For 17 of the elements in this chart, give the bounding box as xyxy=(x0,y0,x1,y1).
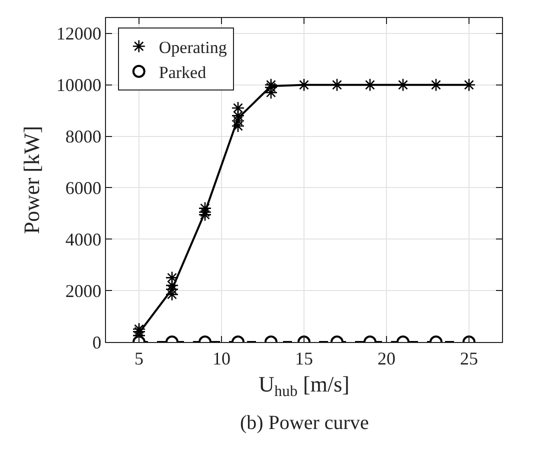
x-tick-label: 25 xyxy=(460,348,478,369)
legend-label: Parked xyxy=(158,63,207,82)
y-tick-label: 10000 xyxy=(56,75,102,96)
x-tick-label: 10 xyxy=(212,348,230,369)
y-tick-label: 12000 xyxy=(56,24,102,44)
y-tick-label: 6000 xyxy=(65,178,102,198)
y-axis-title: Power [kW] xyxy=(19,126,44,234)
x-axis-title: U$_{hub}$ [m/s] xyxy=(258,372,350,400)
y-tick-label: 4000 xyxy=(65,229,102,250)
x-tick-label: 15 xyxy=(295,348,313,369)
legend-label: Operating xyxy=(158,38,228,57)
text: (b) Power curve xyxy=(240,412,369,434)
y-tick-label: 2000 xyxy=(65,280,102,301)
x-tick-label: 20 xyxy=(378,348,396,369)
x-tick-label: 5 xyxy=(134,348,144,369)
y-tick-label: 0 xyxy=(92,332,102,352)
y-tick-label: 8000 xyxy=(65,126,102,147)
